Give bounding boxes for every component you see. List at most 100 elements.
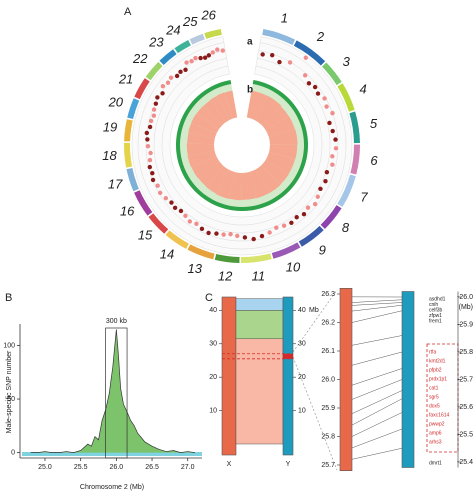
track-a-point	[145, 137, 150, 142]
track-a-point	[160, 83, 166, 89]
track-a-point	[145, 143, 151, 149]
track-a-point	[301, 211, 307, 217]
gene-label-highlight: pwwp2	[429, 421, 445, 427]
zoom-tick-label: 26.2	[321, 319, 335, 326]
chromosome-arc	[241, 253, 272, 263]
chromosome-arc	[159, 49, 177, 65]
y-highlight	[283, 353, 293, 359]
track-a-point	[147, 157, 153, 163]
track-b-bar	[216, 169, 236, 199]
track-a-point	[155, 95, 160, 100]
track-b-bar	[210, 95, 230, 123]
chromosome-label: X	[227, 461, 232, 468]
track-a-point	[235, 233, 240, 239]
track-b-bar	[265, 115, 295, 137]
track-b-bar	[187, 132, 215, 145]
chromosome-arc	[214, 253, 240, 263]
track-a-point	[172, 205, 178, 211]
chromosome-arc	[271, 242, 301, 259]
chromosome-arc	[145, 61, 163, 81]
chromosome-arc	[187, 244, 215, 260]
track-b-bar	[256, 165, 281, 194]
chromosome-label: 3	[343, 54, 351, 69]
y-tick-label: 40	[209, 307, 217, 314]
track-b-bar	[268, 128, 298, 145]
chromosome-label: 24	[165, 22, 180, 37]
x-tick-label: 25.0	[38, 464, 52, 471]
track-b-bar	[254, 95, 282, 126]
track-a-point	[206, 53, 212, 58]
track-a-point	[318, 186, 323, 192]
track-a-point	[330, 110, 335, 116]
gene-label-highlight: kmt2d1	[429, 358, 446, 364]
y2-tick-label: 40	[298, 307, 306, 314]
track-a-point	[183, 213, 188, 218]
track-a-point	[210, 50, 215, 55]
track-b-bar	[224, 90, 238, 119]
y-axis-label: Male-specific SNP number	[6, 350, 13, 433]
y2-unit: Mb	[309, 307, 319, 314]
track-b-bar	[217, 92, 233, 120]
gene-track	[22, 452, 202, 456]
track-b-bar	[269, 144, 298, 160]
zoom2-tick-label: -25.8	[457, 349, 473, 356]
track-a-point	[242, 235, 248, 240]
y-tick-label: 0	[11, 449, 15, 456]
track-a-point	[315, 91, 321, 96]
track-a-point	[163, 195, 169, 201]
x-tick-label: 26.0	[110, 464, 124, 471]
chromosome-arc	[134, 190, 153, 216]
gene-label: frem1	[429, 318, 442, 324]
track-a-point	[184, 60, 189, 65]
y-tick-label: 50	[7, 396, 15, 403]
chromosome-label: 6	[370, 153, 378, 168]
gene-label-highlight: cat1	[429, 385, 439, 391]
track-a-point	[155, 183, 160, 188]
chromosome-label: 26	[200, 8, 216, 23]
x-tick-label: 27.0	[181, 464, 195, 471]
area-line	[30, 329, 195, 453]
track-b-bar	[191, 113, 220, 134]
chromosome-label: 23	[148, 35, 164, 50]
track-a-point	[323, 179, 328, 184]
track-a-point	[220, 48, 225, 53]
track-b-bar	[203, 100, 226, 126]
chromosome-arc	[204, 28, 222, 39]
zoom-x-bar	[339, 287, 353, 471]
x-tick-label: 26.5	[145, 464, 159, 471]
track-a-point	[228, 231, 233, 237]
chromosome-arc	[124, 119, 133, 142]
track-b-bar	[228, 172, 242, 201]
track-a-point	[148, 118, 154, 124]
chromosome-arc	[148, 213, 169, 234]
zoom2-tick-label: -25.4	[457, 459, 473, 466]
track-b-bar	[261, 159, 289, 185]
track-a-point	[178, 208, 184, 214]
y2-tick-label: 20	[298, 374, 306, 381]
chromosome-label: 9	[319, 242, 326, 257]
link	[351, 448, 403, 460]
gene-label-highlight: rtfa	[429, 349, 436, 355]
panel-label: A	[124, 6, 132, 18]
zoom-connector	[292, 289, 338, 353]
track-b-bar	[265, 152, 296, 175]
chromosome-arc	[126, 167, 139, 192]
link	[351, 302, 403, 306]
link	[351, 368, 403, 386]
track-b-bar	[188, 122, 217, 139]
link	[351, 299, 403, 303]
chromosome-label: 11	[252, 268, 266, 283]
zoom2-tick-label: -25.6	[457, 404, 473, 411]
chromosome-label: 12	[218, 268, 233, 283]
chromosome-label: 25	[182, 14, 198, 29]
chromosome-arc	[124, 142, 133, 168]
x-chromosome	[221, 296, 237, 456]
track-a-background	[131, 36, 353, 256]
track-a-point	[330, 154, 335, 159]
gene-label-highlight: faxc1614	[429, 412, 450, 418]
chromosome-arc	[134, 78, 150, 100]
track-a-point	[151, 107, 157, 112]
chromosome-arc	[174, 39, 191, 54]
track-b-bar	[246, 90, 268, 121]
zoom-connector	[292, 356, 338, 471]
